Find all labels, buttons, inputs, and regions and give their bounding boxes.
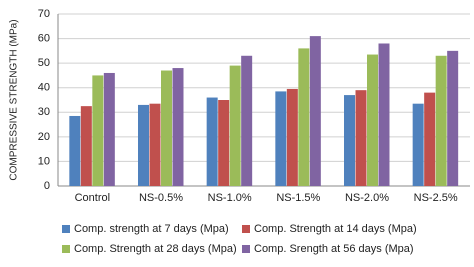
bar [149,103,161,186]
bar [138,104,149,186]
bar [298,48,310,187]
legend-swatch [242,225,250,233]
bar [412,103,424,186]
legend-swatch [62,245,70,253]
legend-label: Comp. Strength at 14 days (Mpa) [254,223,417,235]
bar [69,115,81,186]
bar [378,43,390,186]
y-tick-label: 10 [38,155,50,167]
y-tick-label: 50 [38,57,50,69]
y-axis-label: COMPRESSIVE STRENGTH (MPa) [9,19,20,180]
x-tick-label: NS-2.5% [414,192,458,204]
bar [275,91,287,186]
y-tick-label: 60 [38,32,50,44]
x-tick-label: Control [75,192,110,204]
legend-label: Comp. strength at 7 days (Mpa) [74,223,229,235]
legend-swatch [62,225,70,233]
bar [161,70,172,186]
bar [92,75,104,186]
bar [367,54,378,186]
y-tick-label: 70 [38,8,50,20]
bar [309,36,321,186]
bar [424,92,436,186]
x-tick-label: NS-1.0% [208,192,252,204]
y-tick-label: 40 [38,82,50,94]
bar [447,50,459,186]
x-tick-label: NS-2.0% [345,192,389,204]
bar [172,68,184,186]
legend-label: Comp. Srength at 56 days (Mpa) [254,243,414,255]
x-tick-label: NS-1.5% [276,192,320,204]
bar [435,55,447,187]
bar [80,106,92,186]
bar [241,55,253,187]
bar [355,90,367,186]
legend-swatch [242,245,250,253]
bar [206,97,218,186]
y-tick-label: 30 [38,106,50,118]
y-tick-label: 0 [44,180,50,192]
bar [286,88,298,186]
bar [218,100,230,186]
bar [229,65,241,186]
bar [344,95,355,186]
x-tick-label: NS-0.5% [139,192,183,204]
y-tick-label: 20 [38,131,50,143]
bar [103,72,115,186]
legend-label: Comp. Strength at 28 days (Mpa) [74,243,237,255]
